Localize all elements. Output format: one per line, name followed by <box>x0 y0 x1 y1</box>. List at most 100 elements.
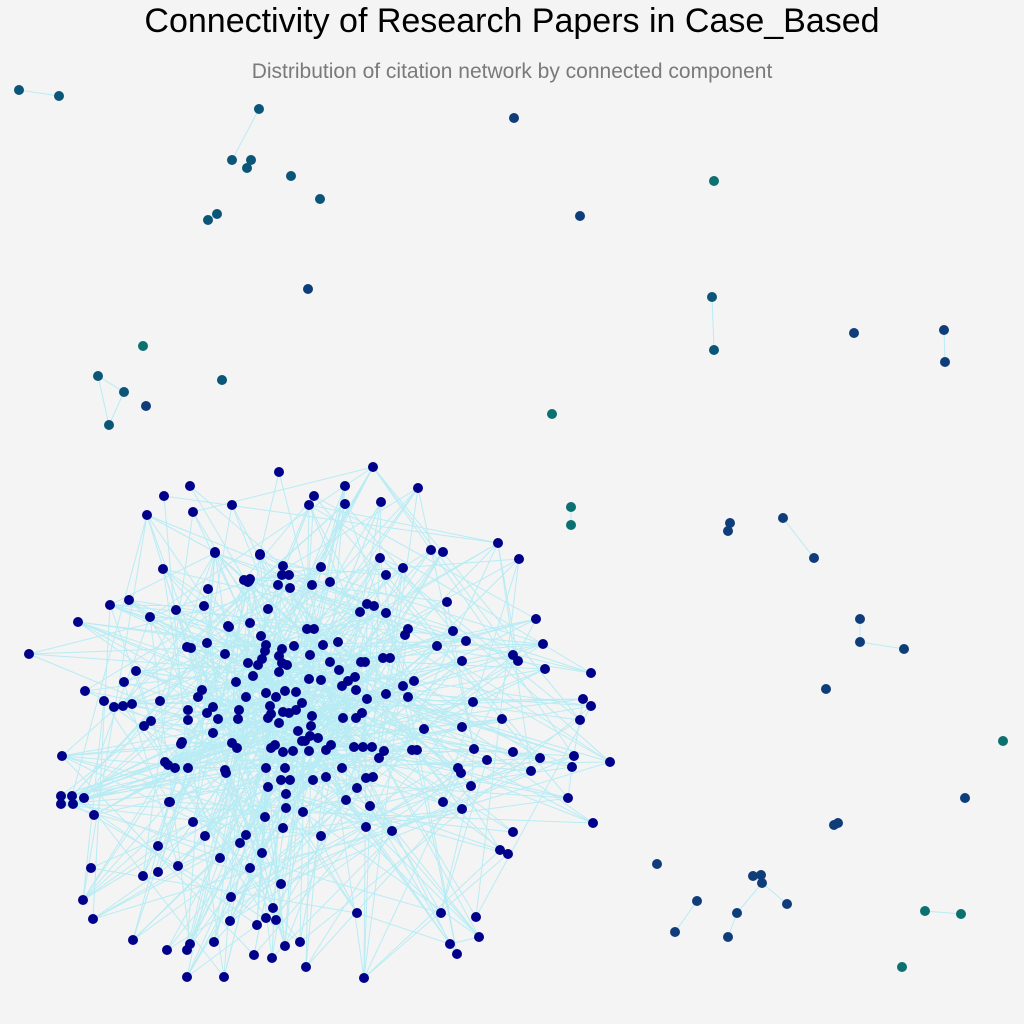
main-component-edge <box>213 777 367 943</box>
main-component-node <box>245 863 255 873</box>
main-component-node <box>438 797 448 807</box>
main-component-edge <box>143 725 214 734</box>
main-component-node <box>231 677 241 687</box>
small-component-node <box>242 163 252 173</box>
small-component-node <box>119 387 129 397</box>
main-component-node <box>508 827 518 837</box>
main-component-node <box>316 675 326 685</box>
main-component-node <box>586 701 596 711</box>
main-component-node <box>385 653 395 663</box>
main-component-edge <box>243 579 356 678</box>
main-component-node <box>575 715 585 725</box>
main-component-edge <box>231 698 584 744</box>
main-component-node <box>67 791 77 801</box>
small-component-node <box>778 513 788 523</box>
main-component-edge <box>60 803 442 914</box>
main-component-edge <box>239 797 569 844</box>
main-component-node <box>349 742 359 752</box>
main-component-node <box>170 763 180 773</box>
main-component-node <box>80 686 90 696</box>
main-component-node <box>139 721 149 731</box>
main-component-edge <box>77 621 208 714</box>
main-component-node <box>199 601 209 611</box>
main-component-edge <box>311 584 448 603</box>
main-component-node <box>271 915 281 925</box>
main-component-edge <box>248 580 280 673</box>
main-component-edge <box>270 713 541 759</box>
main-component-node <box>257 848 267 858</box>
small-component-node <box>14 85 24 95</box>
main-component-node <box>482 755 492 765</box>
small-component-edge <box>761 882 788 905</box>
small-component-node <box>104 420 114 430</box>
main-component-edge <box>341 654 514 687</box>
main-component-node <box>165 797 175 807</box>
small-component-node <box>692 896 702 906</box>
main-component-node <box>379 746 389 756</box>
main-component-edge <box>164 680 349 763</box>
main-component-edge <box>305 749 327 968</box>
main-component-node <box>426 545 436 555</box>
small-component-node <box>960 793 970 803</box>
main-component-node <box>280 941 290 951</box>
main-component-edge <box>271 767 459 959</box>
small-component-node <box>920 906 930 916</box>
main-component-node <box>442 597 452 607</box>
main-component-node <box>261 763 271 773</box>
main-component-node <box>567 762 577 772</box>
main-component-node <box>183 715 193 725</box>
main-component-edge <box>122 552 216 707</box>
main-component-node <box>381 689 391 699</box>
main-component-node <box>461 636 471 646</box>
main-component-node <box>309 491 319 501</box>
main-component-edge <box>305 830 393 968</box>
small-component-node <box>757 878 767 888</box>
main-component-node <box>307 711 317 721</box>
main-component-node <box>261 688 271 698</box>
small-component-node <box>217 375 227 385</box>
main-component-edge <box>92 604 111 920</box>
main-component-edge <box>131 703 189 721</box>
main-component-node <box>177 737 187 747</box>
main-component-node <box>162 945 172 955</box>
main-component-node <box>432 641 442 651</box>
small-component-node <box>138 341 148 351</box>
main-component-edge <box>286 664 594 824</box>
main-component-edge <box>313 495 537 620</box>
main-component-node <box>185 481 195 491</box>
main-component-edge <box>261 487 419 660</box>
main-component-node <box>381 608 391 618</box>
main-component-node <box>88 914 98 924</box>
main-component-node <box>220 649 230 659</box>
small-component-node <box>246 155 256 165</box>
main-component-edge <box>204 485 346 837</box>
main-component-edge <box>206 642 391 659</box>
main-component-node <box>340 499 350 509</box>
main-component-node <box>289 641 299 651</box>
main-component-node <box>438 547 448 557</box>
small-component-node <box>849 328 859 338</box>
main-component-node <box>158 564 168 574</box>
main-component-node <box>308 775 318 785</box>
main-component-edge <box>282 565 387 576</box>
main-component-edge <box>320 757 541 837</box>
main-component-edge <box>71 795 258 926</box>
main-component-node <box>403 692 413 702</box>
main-component-edge <box>470 719 581 787</box>
main-component-edge <box>167 747 238 766</box>
main-component-node <box>293 726 303 736</box>
main-component-node <box>374 753 384 763</box>
main-component-node <box>361 822 371 832</box>
main-component-edge <box>305 785 472 968</box>
main-component-edge <box>567 766 573 799</box>
small-component-node <box>315 194 325 204</box>
main-component-edge <box>249 558 520 580</box>
main-component-node <box>79 793 89 803</box>
small-component-node <box>748 871 758 881</box>
main-component-node <box>200 831 210 841</box>
main-component-node <box>266 743 276 753</box>
main-component-node <box>160 757 170 767</box>
main-component-node <box>281 803 291 813</box>
main-component-node <box>358 742 368 752</box>
main-component-edge <box>206 642 514 833</box>
